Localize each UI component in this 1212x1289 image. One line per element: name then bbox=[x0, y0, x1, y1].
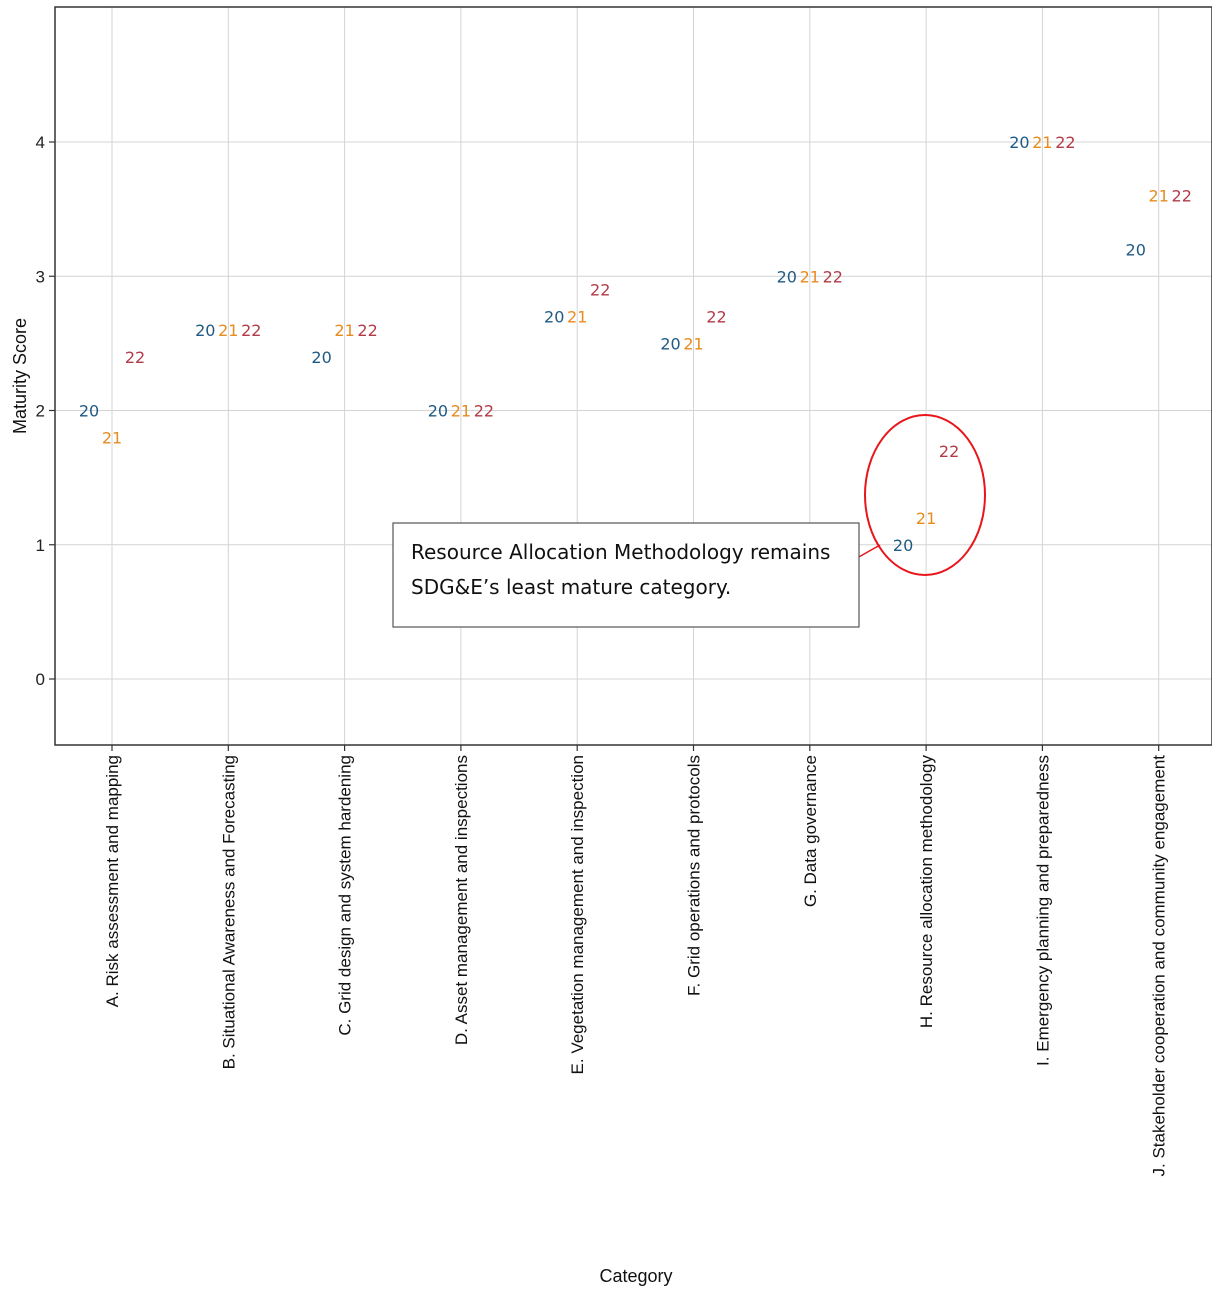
y-tick-label: 4 bbox=[36, 133, 45, 152]
x-tick-label: F. Grid operations and protocols bbox=[685, 755, 704, 996]
point-label-20: 20 bbox=[777, 267, 797, 286]
x-tick-label: J. Stakeholder cooperation and community… bbox=[1150, 755, 1169, 1177]
point-label-20: 20 bbox=[1126, 240, 1146, 259]
y-tick-label: 2 bbox=[36, 402, 45, 421]
x-tick-label: B. Situational Awareness and Forecasting bbox=[219, 755, 238, 1069]
point-label-21: 21 bbox=[218, 321, 238, 340]
point-label-20: 20 bbox=[428, 402, 448, 421]
point-label-22: 22 bbox=[474, 402, 494, 421]
y-tick-label: 3 bbox=[36, 267, 45, 286]
point-label-22: 22 bbox=[706, 308, 726, 327]
y-tick-label: 1 bbox=[36, 536, 45, 555]
y-axis-title: Maturity Score bbox=[10, 318, 30, 434]
point-label-21: 21 bbox=[1149, 187, 1169, 206]
annotation-text-line2: SDG&E’s least mature category. bbox=[411, 575, 731, 599]
point-label-20: 20 bbox=[311, 348, 331, 367]
x-tick-label: I. Emergency planning and preparedness bbox=[1033, 755, 1052, 1066]
highlight-circle bbox=[864, 414, 986, 576]
point-label-21: 21 bbox=[451, 402, 471, 421]
point-label-21: 21 bbox=[1032, 133, 1052, 152]
point-label-20: 20 bbox=[1009, 133, 1029, 152]
x-tick-label: G. Data governance bbox=[801, 755, 820, 907]
point-label-21: 21 bbox=[334, 321, 354, 340]
x-axis-title: Category bbox=[599, 1266, 672, 1286]
x-axis-ticks: A. Risk assessment and mapping B. Situati… bbox=[103, 745, 1169, 1176]
x-tick-label: H. Resource allocation methodology bbox=[917, 755, 936, 1029]
point-label-22: 22 bbox=[357, 321, 377, 340]
annotation-text-line1: Resource Allocation Methodology remains bbox=[411, 540, 830, 564]
x-tick-label: D. Asset management and inspections bbox=[452, 755, 471, 1045]
annotation: Resource Allocation Methodology remains … bbox=[392, 414, 986, 628]
point-label-20: 20 bbox=[660, 334, 680, 353]
point-label-20: 20 bbox=[79, 402, 99, 421]
y-axis-ticks: 0 1 2 3 4 bbox=[36, 133, 55, 689]
point-label-21: 21 bbox=[916, 509, 936, 528]
x-tick-label: A. Risk assessment and mapping bbox=[103, 755, 122, 1007]
point-label-22: 22 bbox=[823, 267, 843, 286]
annotation-box bbox=[392, 522, 860, 628]
point-label-21: 21 bbox=[102, 428, 122, 447]
x-tick-label: C. Grid design and system hardening bbox=[336, 755, 355, 1036]
point-label-21: 21 bbox=[567, 308, 587, 327]
point-label-21: 21 bbox=[683, 334, 703, 353]
point-label-21: 21 bbox=[800, 267, 820, 286]
x-tick-label: E. Vegetation management and inspection bbox=[568, 755, 587, 1074]
point-label-22: 22 bbox=[939, 442, 959, 461]
point-label-20: 20 bbox=[893, 536, 913, 555]
point-label-20: 20 bbox=[195, 321, 215, 340]
point-label-20: 20 bbox=[544, 308, 564, 327]
point-label-22: 22 bbox=[241, 321, 261, 340]
plot-frame bbox=[54, 6, 1212, 746]
y-tick-label: 0 bbox=[36, 670, 45, 689]
point-label-22: 22 bbox=[1172, 187, 1192, 206]
point-label-22: 22 bbox=[590, 281, 610, 300]
point-label-22: 22 bbox=[1055, 133, 1075, 152]
point-label-22: 22 bbox=[125, 348, 145, 367]
grid-lines bbox=[55, 7, 1212, 745]
